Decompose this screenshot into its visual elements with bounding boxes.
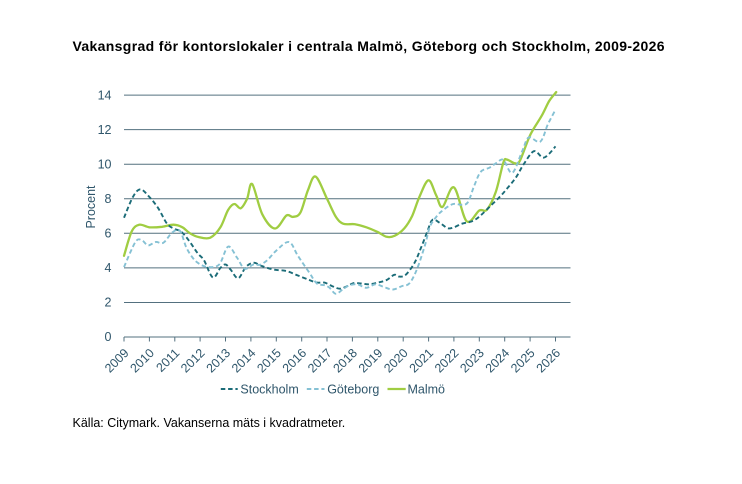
svg-text:10: 10	[98, 157, 112, 171]
svg-text:Källa: Citymark. Vakanserna mä: Källa: Citymark. Vakanserna mäts i kvadr…	[73, 416, 346, 430]
svg-text:4: 4	[105, 261, 112, 275]
svg-text:2: 2	[105, 296, 112, 310]
svg-text:Procent: Procent	[84, 185, 98, 229]
svg-text:Stockholm: Stockholm	[240, 383, 298, 397]
svg-text:0: 0	[105, 330, 112, 344]
svg-text:Vakansgrad för kontorslokaler: Vakansgrad för kontorslokaler i centrala…	[73, 38, 665, 54]
svg-text:12: 12	[98, 123, 112, 137]
svg-text:Göteborg: Göteborg	[327, 383, 379, 397]
svg-text:Malmö: Malmö	[408, 383, 446, 397]
svg-text:6: 6	[105, 227, 112, 241]
svg-text:14: 14	[98, 88, 112, 102]
svg-text:8: 8	[105, 192, 112, 206]
